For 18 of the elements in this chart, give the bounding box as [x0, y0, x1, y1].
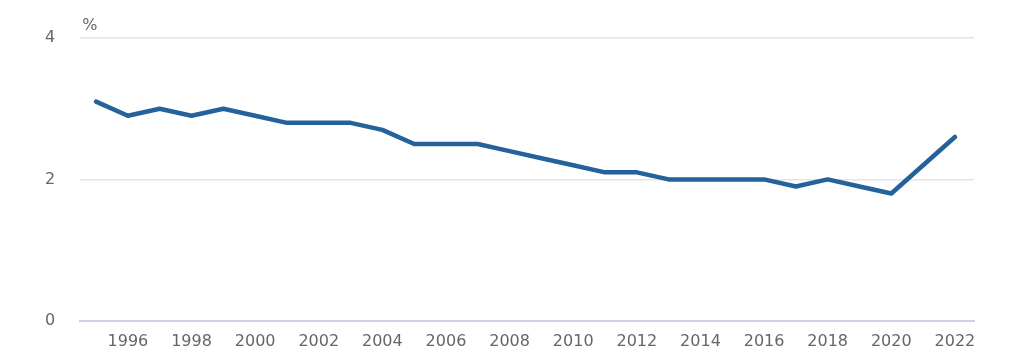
x-tick-label: 2006 — [425, 330, 467, 350]
x-tick-label: 2022 — [934, 330, 976, 350]
x-tick-label: 2000 — [234, 330, 276, 350]
x-tick-label: 1998 — [171, 330, 212, 350]
y-axis-title: % — [82, 15, 98, 35]
x-tick-label: 2002 — [298, 330, 340, 350]
x-tick-label: 2020 — [870, 330, 912, 350]
x-tick-label: 2016 — [743, 330, 785, 350]
x-tick-label: 1996 — [107, 330, 149, 350]
x-tick-label: 2010 — [552, 330, 594, 350]
x-tick-label: 2008 — [489, 330, 530, 350]
y-tick-label: 4 — [44, 27, 56, 47]
x-tick-label: 2014 — [680, 330, 721, 350]
y-tick-label: 0 — [44, 309, 56, 329]
y-tick-label: 2 — [44, 168, 56, 188]
x-tick-label: 2018 — [807, 330, 849, 350]
x-tick-label: 2012 — [616, 330, 658, 350]
x-tick-label: 2004 — [362, 330, 403, 350]
